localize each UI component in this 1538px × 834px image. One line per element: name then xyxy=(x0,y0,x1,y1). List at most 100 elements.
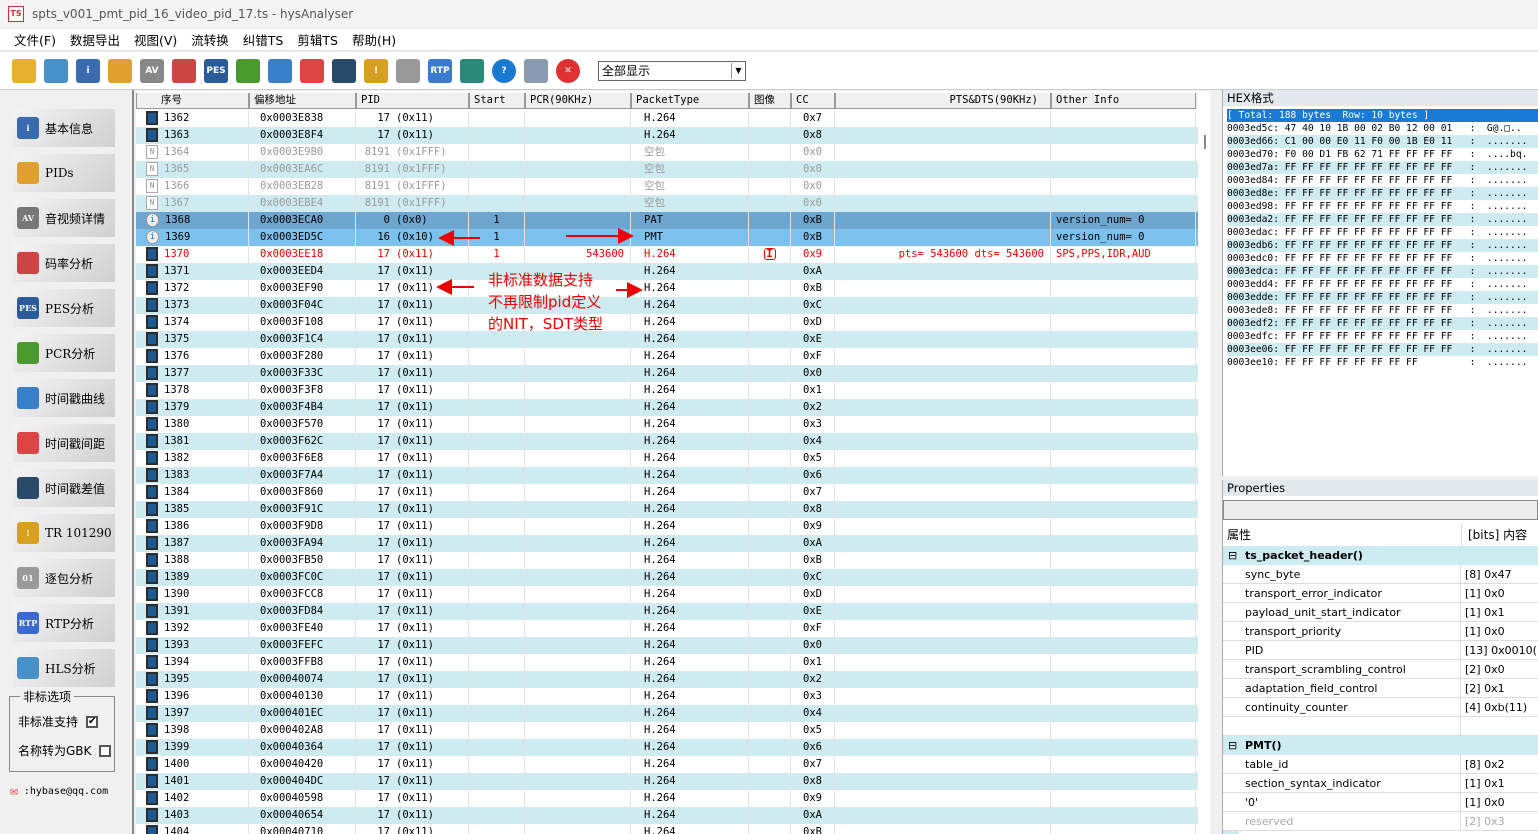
table-row[interactable]: 1390 0x0003FCC8 17 (0x11) H.264 0xD xyxy=(136,586,1198,603)
property-row[interactable]: transport_priority [1] 0x0 xyxy=(1223,622,1538,641)
table-row[interactable]: 1374 0x0003F108 17 (0x11) H.264 0xD xyxy=(136,314,1198,331)
table-row[interactable]: 1393 0x0003FEFC 17 (0x11) H.264 0x0 xyxy=(136,637,1198,654)
table-row[interactable]: 1376 0x0003F280 17 (0x11) H.264 0xF xyxy=(136,348,1198,365)
menu-item[interactable]: 纠错TS xyxy=(242,33,284,48)
sidebar-button-10[interactable]: 01 逐包分析 xyxy=(13,559,115,597)
clock-icon[interactable] xyxy=(268,58,292,83)
binary-icon[interactable] xyxy=(396,58,420,83)
table-row[interactable]: 1385 0x0003F91C 17 (0x11) H.264 0x8 xyxy=(136,501,1198,518)
table-row[interactable]: 1401 0x000404DC 17 (0x11) H.264 0x8 xyxy=(136,773,1198,790)
network-icon[interactable] xyxy=(44,58,68,83)
table-row[interactable]: 1383 0x0003F7A4 17 (0x11) H.264 0x6 xyxy=(136,467,1198,484)
pie-chart-icon[interactable] xyxy=(108,58,132,83)
table-row[interactable]: 1397 0x000401EC 17 (0x11) H.264 0x4 xyxy=(136,705,1198,722)
property-row[interactable]: section_syntax_indicator [1] 0x1 xyxy=(1223,774,1538,793)
property-row[interactable] xyxy=(1223,717,1538,736)
table-row[interactable]: 1362 0x0003E838 17 (0x11) H.264 0x7 xyxy=(136,110,1198,127)
property-row[interactable]: PID[13] 0x0010(16 xyxy=(1223,641,1538,660)
collapse-icon[interactable]: ⊟ xyxy=(1228,549,1238,562)
info-icon[interactable]: i xyxy=(76,58,100,83)
menu-item[interactable]: 数据导出 xyxy=(69,33,120,48)
table-row[interactable]: 1400 0x00040420 17 (0x11) H.264 0x7 xyxy=(136,756,1198,773)
column-header[interactable]: PID xyxy=(356,93,469,109)
menu-item[interactable]: 流转换 xyxy=(191,33,229,48)
sidebar-button-12[interactable]: HLS分析 xyxy=(13,649,115,687)
table-row[interactable]: i 1369 0x0003ED5C 16 (0x10) 1 PMT 0xB version_nu… xyxy=(136,229,1198,246)
av-icon[interactable]: AV xyxy=(140,58,164,83)
table-row[interactable]: 1380 0x0003F570 17 (0x11) H.264 0x3 xyxy=(136,416,1198,433)
table-row[interactable]: N 1364 0x0003E9B0 8191 (0x1FFF) 空包 0x0 xyxy=(136,144,1198,161)
table-row[interactable]: i 1368 0x0003ECA0 0 (0x0) 1 PAT 0xB version_num=… xyxy=(136,212,1198,229)
sidebar-button-0[interactable]: i 基本信息 xyxy=(13,109,115,147)
bar-chart-icon[interactable] xyxy=(300,58,324,83)
table-row[interactable]: 1389 0x0003FC0C 17 (0x11) H.264 0xC xyxy=(136,569,1198,586)
property-group[interactable]: ⊟ PMT() xyxy=(1223,736,1538,755)
menu-item[interactable]: 视图(V) xyxy=(133,33,178,48)
table-row[interactable]: 1402 0x00040598 17 (0x11) H.264 0x9 xyxy=(136,790,1198,807)
table-row[interactable]: 1371 0x0003EED4 17 (0x11) H.264 0xA xyxy=(136,263,1198,280)
column-header[interactable]: 偏移地址 xyxy=(249,93,356,109)
vertical-scrollbar[interactable] xyxy=(1202,111,1208,831)
sidebar-button-5[interactable]: PCR分析 xyxy=(13,334,115,372)
table-row[interactable]: 1384 0x0003F860 17 (0x11) H.264 0x7 xyxy=(136,484,1198,501)
column-header[interactable]: PCR(90KHz) xyxy=(525,93,631,109)
collapse-icon[interactable]: ⊟ xyxy=(1228,739,1238,752)
table-row[interactable]: 1386 0x0003F9D8 17 (0x11) H.264 0x9 xyxy=(136,518,1198,535)
waveform-icon[interactable] xyxy=(332,58,356,83)
table-row[interactable]: 1395 0x00040074 17 (0x11) H.264 0x2 xyxy=(136,671,1198,688)
help-icon[interactable]: ? xyxy=(492,58,516,83)
property-row[interactable]: sync_byte [8] 0x47 xyxy=(1223,565,1538,584)
sidebar-button-11[interactable]: RTP RTP分析 xyxy=(13,604,115,642)
property-row[interactable]: payload_unit_start_indicator [1] 0x1 xyxy=(1223,603,1538,622)
table-row[interactable]: 1381 0x0003F62C 17 (0x11) H.264 0x4 xyxy=(136,433,1198,450)
table-row[interactable]: 1377 0x0003F33C 17 (0x11) H.264 0x0 xyxy=(136,365,1198,382)
property-row[interactable]: adaptation_field_control [2] 0x1 xyxy=(1223,679,1538,698)
table-row[interactable]: 1370 0x0003EE18 17 (0x11) 1 543600 H.264 I 0x9 pt… xyxy=(136,246,1198,263)
menu-item[interactable]: 帮助(H) xyxy=(351,33,397,48)
column-header[interactable]: CC xyxy=(791,93,835,109)
property-row[interactable]: table_id [8] 0x2 xyxy=(1223,755,1538,774)
property-row[interactable]: reserved [2] 0x3 xyxy=(1223,812,1538,831)
table-row[interactable]: 1363 0x0003E8F4 17 (0x11) H.264 0x8 xyxy=(136,127,1198,144)
table-row[interactable]: N 1367 0x0003EBE4 8191 (0x1FFF) 空包 0x0 xyxy=(136,195,1198,212)
table-row[interactable]: 1388 0x0003FB50 17 (0x11) H.264 0xB xyxy=(136,552,1198,569)
column-header[interactable]: Start xyxy=(469,93,525,109)
calculator-icon[interactable] xyxy=(524,58,548,83)
table-row[interactable]: 1398 0x000402A8 17 (0x11) H.264 0x5 xyxy=(136,722,1198,739)
table-row[interactable]: 1394 0x0003FFB8 17 (0x11) H.264 0x1 xyxy=(136,654,1198,671)
nonstandard-support-option[interactable]: 非标准支持 ✔ xyxy=(18,713,99,730)
column-header[interactable]: Other Info xyxy=(1051,93,1196,109)
sidebar-button-3[interactable]: 码率分析 xyxy=(13,244,115,282)
gbk-option[interactable]: 名称转为GBK xyxy=(18,742,112,759)
open-file-icon[interactable] xyxy=(12,58,36,83)
table-row[interactable]: 1403 0x00040654 17 (0x11) H.264 0xA xyxy=(136,807,1198,824)
sidebar-button-9[interactable]: ! TR 101290 xyxy=(13,514,115,552)
table-row[interactable]: 1387 0x0003FA94 17 (0x11) H.264 0xA xyxy=(136,535,1198,552)
table-row[interactable]: 1382 0x0003F6E8 17 (0x11) H.264 0x5 xyxy=(136,450,1198,467)
property-row[interactable]: transport_error_indicator [1] 0x0 xyxy=(1223,584,1538,603)
sidebar-button-6[interactable]: 时间戳曲线 xyxy=(13,379,115,417)
table-row[interactable]: 1375 0x0003F1C4 17 (0x11) H.264 0xE xyxy=(136,331,1198,348)
table-row[interactable]: 1399 0x00040364 17 (0x11) H.264 0x6 xyxy=(136,739,1198,756)
column-header[interactable]: 图像 xyxy=(749,93,791,109)
table-row[interactable]: 1379 0x0003F4B4 17 (0x11) H.264 0x2 xyxy=(136,399,1198,416)
display-filter-select[interactable]: 全部显示 ▼ xyxy=(598,60,746,81)
menu-item[interactable]: 文件(F) xyxy=(14,33,56,48)
menu-item[interactable]: 剪辑TS xyxy=(297,33,338,48)
table-row[interactable]: 1373 0x0003F04C 17 (0x11) H.264 0xC xyxy=(136,297,1198,314)
property-row[interactable]: continuity_counter [4] 0xb(11) xyxy=(1223,698,1538,717)
property-row[interactable]: '0' [1] 0x0 xyxy=(1223,793,1538,812)
export-icon[interactable] xyxy=(460,58,484,83)
scroll-thumb[interactable] xyxy=(1204,135,1206,149)
sidebar-button-2[interactable]: AV 音视频详情 xyxy=(13,199,115,237)
gbk-checkbox[interactable] xyxy=(99,744,112,757)
trend-icon[interactable] xyxy=(236,58,260,83)
close-icon[interactable]: ✕ xyxy=(556,58,580,83)
table-row[interactable]: 1392 0x0003FE40 17 (0x11) H.264 0xF xyxy=(136,620,1198,637)
sidebar-button-4[interactable]: PES PES分析 xyxy=(13,289,115,327)
column-header[interactable]: PTS&DTS(90KHz) xyxy=(835,93,1051,109)
sidebar-button-8[interactable]: 时间戳差值 xyxy=(13,469,115,507)
table-row[interactable]: 1391 0x0003FD84 17 (0x11) H.264 0xE xyxy=(136,603,1198,620)
rtp-icon[interactable]: RTP xyxy=(428,58,452,83)
table-row[interactable]: N 1366 0x0003EB28 8191 (0x1FFF) 空包 0x0 xyxy=(136,178,1198,195)
